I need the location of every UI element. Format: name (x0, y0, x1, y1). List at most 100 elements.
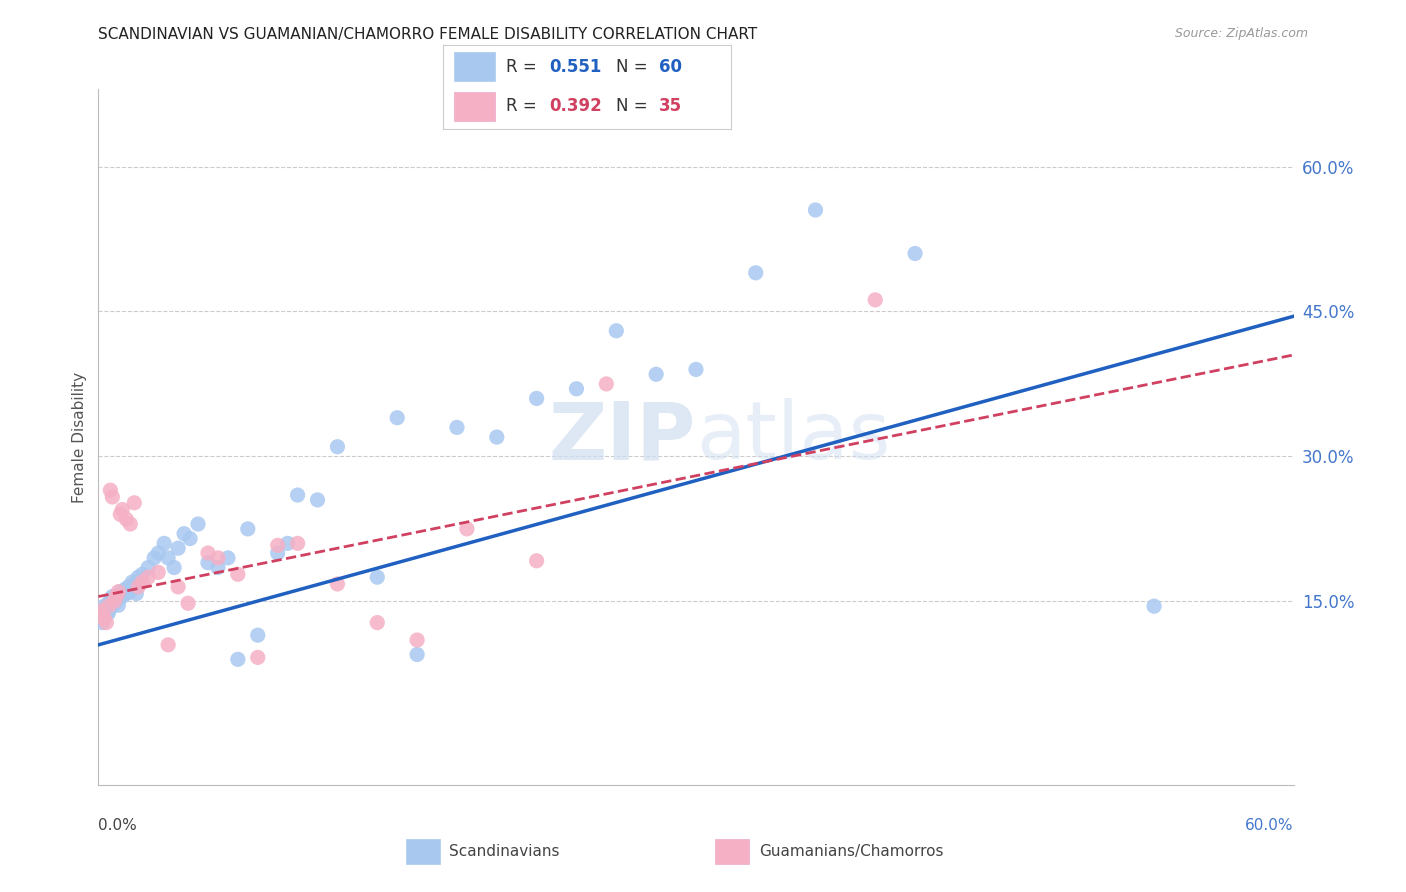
Point (326, 440, 349, 454)
Text: R =: R = (506, 97, 543, 115)
Point (157, 550, 180, 565)
Point (366, 615, 388, 630)
Point (143, 550, 166, 565)
Point (121, 574, 143, 589)
Point (685, 362, 707, 376)
Point (277, 536, 299, 550)
Point (217, 550, 239, 565)
Point (326, 577, 349, 591)
Text: Source: ZipAtlas.com: Source: ZipAtlas.com (1174, 27, 1308, 40)
Point (98, 483, 122, 498)
Point (107, 599, 129, 613)
Bar (454, 92, 495, 120)
Point (136, 560, 159, 574)
Point (93, 612, 115, 626)
Text: 60: 60 (659, 58, 682, 76)
Point (173, 526, 195, 541)
Point (97, 599, 120, 614)
Text: 0.0%: 0.0% (98, 818, 138, 832)
Point (385, 410, 409, 425)
Point (105, 592, 128, 607)
Point (107, 584, 129, 599)
Point (124, 577, 146, 591)
Text: 0.551: 0.551 (550, 58, 602, 76)
Point (307, 492, 329, 507)
Point (96, 602, 118, 616)
Bar (406, 839, 440, 864)
Text: Scandinavians: Scandinavians (450, 845, 560, 859)
Point (98, 594, 122, 608)
Point (406, 633, 429, 648)
Point (446, 420, 468, 434)
Point (226, 652, 249, 666)
Point (565, 382, 588, 396)
Point (89, 604, 111, 618)
Point (605, 324, 627, 338)
Point (110, 584, 132, 599)
Point (179, 532, 201, 546)
Point (112, 582, 135, 597)
Point (93, 599, 115, 614)
Point (136, 570, 159, 584)
Point (226, 567, 249, 582)
Point (804, 202, 827, 217)
Point (526, 392, 548, 406)
Point (111, 502, 134, 516)
Point (110, 508, 132, 522)
Point (863, 293, 886, 307)
Point (127, 570, 149, 584)
Point (197, 546, 219, 560)
Text: N =: N = (616, 58, 652, 76)
Text: 0.392: 0.392 (550, 97, 602, 115)
Point (101, 490, 124, 504)
Text: 60.0%: 60.0% (1246, 818, 1294, 832)
Point (207, 550, 229, 565)
Text: atlas: atlas (696, 398, 890, 476)
Text: 35: 35 (659, 97, 682, 115)
Point (246, 650, 269, 665)
Point (177, 596, 200, 610)
Text: SCANDINAVIAN VS GUAMANIAN/CHAMORRO FEMALE DISABILITY CORRELATION CHART: SCANDINAVIAN VS GUAMANIAN/CHAMORRO FEMAL… (98, 27, 758, 42)
Point (93, 604, 115, 618)
Point (485, 430, 508, 444)
Point (97, 596, 120, 610)
Point (148, 546, 170, 560)
Text: ZIP: ZIP (548, 398, 696, 476)
Point (120, 584, 142, 599)
Point (111, 590, 134, 604)
Point (236, 522, 259, 536)
Point (103, 594, 125, 608)
Point (98, 601, 122, 615)
Point (120, 517, 142, 532)
Point (131, 567, 153, 582)
Point (267, 538, 290, 552)
Point (96, 615, 118, 630)
Point (645, 368, 668, 382)
Point (163, 560, 186, 574)
Point (96, 608, 118, 623)
Point (287, 536, 309, 550)
Point (153, 536, 176, 550)
Point (91, 615, 114, 630)
Bar (454, 53, 495, 81)
Point (148, 566, 170, 580)
Point (131, 574, 153, 589)
Point (904, 246, 927, 260)
Point (197, 556, 219, 570)
Text: R =: R = (506, 58, 543, 76)
Point (745, 266, 768, 280)
Point (103, 596, 125, 610)
Text: Guamanians/Chamorros: Guamanians/Chamorros (759, 845, 943, 859)
Point (1143, 599, 1166, 614)
Point (105, 590, 128, 604)
Point (287, 488, 309, 502)
Point (267, 546, 290, 560)
Point (157, 638, 180, 652)
Point (366, 570, 388, 584)
Point (406, 648, 429, 662)
Point (115, 512, 138, 526)
Point (526, 554, 548, 568)
Point (456, 522, 478, 536)
Point (91, 608, 114, 623)
Point (127, 580, 149, 594)
